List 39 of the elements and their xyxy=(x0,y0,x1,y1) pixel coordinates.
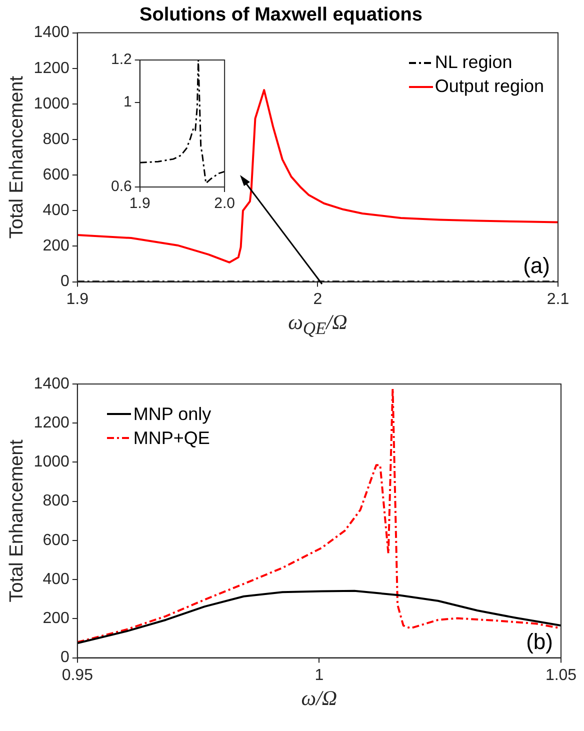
legend-label: MNP+QE xyxy=(133,428,210,448)
x-tick-label: 1.9 xyxy=(129,195,150,212)
x-tick-label: 0.95 xyxy=(62,666,94,684)
x-tick-label: 1.05 xyxy=(545,666,577,684)
y-tick-label: 1200 xyxy=(34,60,70,77)
x-axis-title: ω/Ω xyxy=(300,686,338,711)
y-tick-label: 0.6 xyxy=(110,178,132,196)
y-axis-title: Total Enhancement xyxy=(6,75,28,239)
x-tick-label: 2.1 xyxy=(546,290,570,308)
y-tick-label: 400 xyxy=(42,202,70,220)
legend-label: MNP only xyxy=(133,404,212,424)
y-tick-label: 1400 xyxy=(34,375,70,392)
y-tick-label: 800 xyxy=(42,492,70,510)
y-tick-label: 800 xyxy=(42,130,70,148)
y-tick-label: 0 xyxy=(60,649,70,666)
y-tick-label: 1400 xyxy=(34,24,70,42)
x-tick-label: 1.9 xyxy=(66,290,89,308)
y-tick-label: 1000 xyxy=(34,95,70,112)
x-tick-label: 2.0 xyxy=(214,195,236,212)
y-tick-label: 1 xyxy=(124,93,132,110)
annotation: (a) xyxy=(523,252,550,278)
y-tick-label: 600 xyxy=(42,532,70,549)
annotation: (b) xyxy=(526,628,553,654)
y-tick-label: 400 xyxy=(42,570,70,588)
y-tick-label: 200 xyxy=(42,238,70,255)
y-tick-label: 1200 xyxy=(34,414,70,432)
y-tick-label: 600 xyxy=(42,166,70,184)
x-tick-label: 2 xyxy=(313,290,322,308)
x-axis-title: ω$_{QE}$/Ω xyxy=(287,310,348,340)
x-tick-label: 1 xyxy=(314,666,324,684)
chart-title: Solutions of Maxwell equations xyxy=(140,4,422,26)
y-tick-label: 1000 xyxy=(34,454,70,471)
legend-label: NL region xyxy=(434,52,512,74)
y-axis-title: Total Enhancement xyxy=(6,438,28,602)
y-tick-label: 200 xyxy=(42,610,70,628)
legend-label: Output region xyxy=(434,76,544,98)
line-series xyxy=(140,60,225,184)
y-tick-label: 1.2 xyxy=(110,51,132,68)
y-tick-label: 0 xyxy=(60,273,70,290)
